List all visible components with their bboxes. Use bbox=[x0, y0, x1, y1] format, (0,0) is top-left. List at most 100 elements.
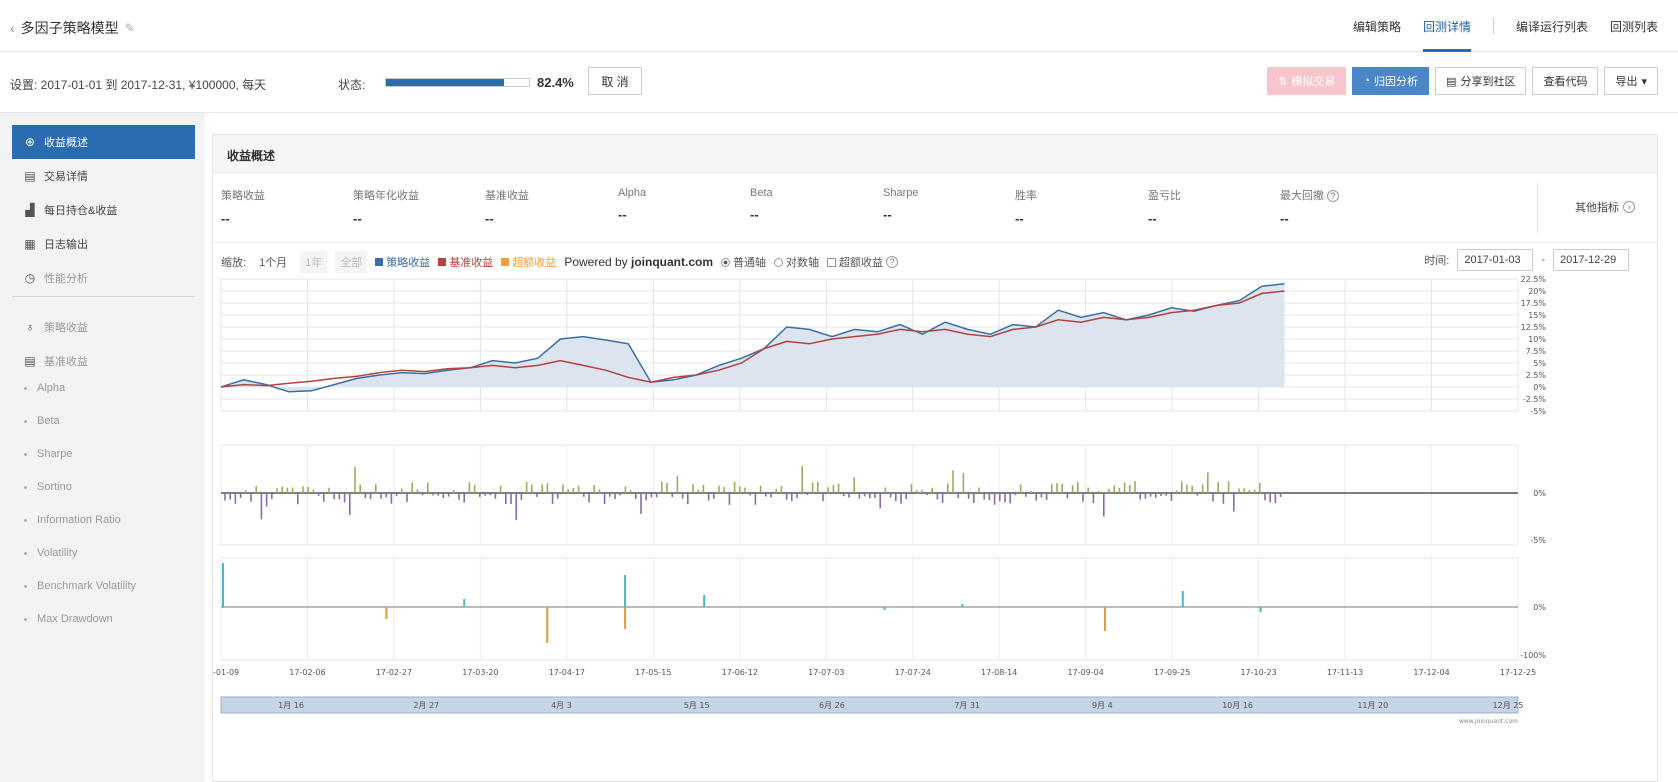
sidebar-metric-max-drawdown[interactable]: Max Drawdown bbox=[24, 613, 113, 625]
stat-value: -- bbox=[750, 207, 759, 222]
view-code-button[interactable]: 查看代码 bbox=[1532, 67, 1599, 95]
nav-backtest-list[interactable]: 回测列表 bbox=[1609, 19, 1658, 34]
sidebar-item-label: 日志输出 bbox=[44, 239, 88, 251]
time-range: 时间: - bbox=[1424, 249, 1629, 271]
legend-swatch bbox=[375, 258, 384, 266]
sidebar-item-returns-overview[interactable]: ⊕ 收益概述 bbox=[12, 125, 195, 159]
stats-row: 策略收益 -- 策略年化收益 -- 基准收益 -- Alpha -- Beta -- Sh… bbox=[213, 173, 1657, 243]
returns-chart: 22.5% 20% 17.5% 15% 12.5% 10% 7.5% 5% 2.5% 0% -2.5… bbox=[213, 275, 1553, 725]
sidebar-item-label: 性能分析 bbox=[44, 273, 88, 285]
date-from-input[interactable] bbox=[1457, 249, 1534, 271]
sidebar-metric-alpha[interactable]: Alpha bbox=[24, 382, 65, 394]
legend-benchmark[interactable]: 基准收益 bbox=[438, 254, 493, 270]
sidebar-metric-volatility[interactable]: Volatility bbox=[24, 547, 77, 559]
date-separator: - bbox=[1541, 254, 1545, 266]
zoom-all[interactable]: 全部 bbox=[335, 251, 368, 273]
y-tick-label: 20% bbox=[1528, 287, 1546, 296]
help-icon[interactable]: ? bbox=[886, 256, 899, 268]
axis-log-option[interactable]: 对数轴 bbox=[774, 254, 819, 270]
stat-label: 策略年化收益 bbox=[353, 190, 419, 202]
sidebar-metric-information-ratio[interactable]: Information Ratio bbox=[24, 514, 121, 526]
sidebar-metric-beta[interactable]: Beta bbox=[24, 415, 60, 427]
share-label: 分享到社区 bbox=[1460, 76, 1516, 88]
attribution-label: 归因分析 bbox=[1374, 76, 1419, 88]
x-tick-label: 17-10-23 bbox=[1240, 668, 1276, 677]
sidebar-item-label: 收益概述 bbox=[44, 137, 88, 149]
y-tick-label: 12.5% bbox=[1521, 323, 1547, 332]
x-tick-label: 17-11-13 bbox=[1327, 668, 1363, 677]
legend-label: 基准收益 bbox=[449, 257, 494, 269]
legend-strategy[interactable]: 策略收益 bbox=[375, 254, 430, 270]
other-metrics-link[interactable]: 其他指标 › bbox=[1537, 183, 1635, 233]
share-icon: ▤ bbox=[1446, 75, 1457, 88]
date-to-input[interactable] bbox=[1553, 249, 1629, 271]
metric-label: Sortino bbox=[37, 481, 72, 493]
sidebar-item-log-output[interactable]: ▦ 日志输出 bbox=[12, 227, 195, 261]
legend-excess[interactable]: 超额收益 bbox=[501, 254, 556, 270]
benchmark-line bbox=[220, 290, 1285, 388]
sidebar-item-trade-details[interactable]: ▤ 交易详情 bbox=[12, 159, 195, 193]
sidebar: ⊕ 收益概述 ▤ 交易详情 ▟ 每日持仓&收益 ▦ 日志输出 ◷ 性能分析 ♁ 策略收益 ▤… bbox=[0, 113, 205, 782]
plus-circle-icon: ⊕ bbox=[24, 135, 36, 149]
x-tick-label: 17-04-17 bbox=[549, 668, 585, 677]
sidebar-metric-sharpe[interactable]: Sharpe bbox=[24, 448, 72, 460]
sidebar-metric-benchmark-volatility[interactable]: Benchmark Volatility bbox=[24, 580, 136, 592]
nav-compile-list[interactable]: 编译运行列表 bbox=[1515, 19, 1588, 34]
x-tick-label: 17-02-06 bbox=[289, 668, 325, 677]
stat-value: -- bbox=[618, 207, 627, 222]
stat-label: Beta bbox=[750, 187, 773, 199]
checkbox-icon bbox=[827, 257, 837, 267]
sidebar-metric-sortino[interactable]: Sortino bbox=[24, 481, 72, 493]
bulb-icon: ♁ bbox=[25, 320, 35, 334]
bullet-icon bbox=[24, 617, 27, 621]
nav-edit-strategy[interactable]: 编辑策略 bbox=[1352, 19, 1401, 34]
status-label: 状态: bbox=[338, 78, 366, 92]
attribution-button[interactable]: ◔ 归因分析 bbox=[1352, 67, 1430, 95]
settings-summary: 设置: 2017-01-01 到 2017-12-31, ¥100000, 每天 bbox=[10, 78, 267, 92]
time-label: 时间: bbox=[1424, 255, 1450, 267]
stat-sharpe: Sharpe -- bbox=[883, 187, 1013, 222]
stat-label: 胜率 bbox=[1015, 190, 1037, 202]
chart-legend-row: 缩放: 1个月 1年 全部 策略收益 基准收益 超额收益 Powered by … bbox=[221, 251, 899, 273]
excess-return-checkbox[interactable]: 超额收益? bbox=[827, 254, 899, 270]
navigator-label: 2月 27 bbox=[413, 701, 439, 710]
y-tick-label: 10% bbox=[1528, 335, 1546, 344]
cancel-button[interactable]: 取 消 bbox=[588, 67, 642, 95]
sidebar-item-performance[interactable]: ◷ 性能分析 bbox=[12, 261, 195, 295]
sidebar-item-strategy-returns[interactable]: ♁ 策略收益 bbox=[12, 310, 195, 344]
progress-bar bbox=[385, 78, 530, 87]
list-icon: ▤ bbox=[24, 354, 36, 368]
radio-icon bbox=[774, 257, 784, 267]
stat-benchmark-return: 基准收益 -- bbox=[485, 187, 615, 226]
zoom-1-month[interactable]: 1个月 bbox=[259, 257, 288, 269]
sidebar-item-benchmark-returns[interactable]: ▤ 基准收益 bbox=[12, 344, 195, 378]
sidebar-item-daily-positions[interactable]: ▟ 每日持仓&收益 bbox=[12, 193, 195, 227]
x-tick-label: 17-03-20 bbox=[462, 668, 498, 677]
nav-backtest-detail[interactable]: 回测详情 bbox=[1422, 0, 1471, 52]
log-icon: ▦ bbox=[24, 237, 36, 251]
axis-normal-option[interactable]: 普通轴 bbox=[721, 254, 766, 270]
x-tick-label: 17-09-04 bbox=[1068, 668, 1104, 677]
edit-icon[interactable]: ✎ bbox=[124, 21, 135, 35]
y-tick-label: 5% bbox=[1533, 359, 1546, 368]
stat-label: Alpha bbox=[618, 187, 647, 199]
navigator-label: 9月 4 bbox=[1092, 701, 1113, 710]
x-tick-label: 17-02-27 bbox=[376, 668, 412, 677]
share-button[interactable]: ▤ 分享到社区 bbox=[1435, 67, 1527, 95]
export-label: 导出 bbox=[1615, 76, 1638, 88]
progress-fill bbox=[386, 79, 504, 86]
divider bbox=[1537, 183, 1538, 233]
stat-label: 基准收益 bbox=[485, 190, 529, 202]
metric-label: Benchmark Volatility bbox=[37, 580, 137, 592]
stat-label: Sharpe bbox=[883, 187, 919, 199]
legend-swatch bbox=[501, 258, 510, 266]
y-axis-label: 累计收益 bbox=[1551, 335, 1553, 371]
sidebar-item-label: 基准收益 bbox=[44, 356, 88, 368]
export-button[interactable]: 导出 ▾ bbox=[1604, 67, 1658, 95]
simulate-trade-button[interactable]: ⇅ 模拟交易 bbox=[1267, 67, 1347, 95]
stat-value: -- bbox=[353, 211, 362, 226]
y-tick-label: 0% bbox=[1533, 489, 1546, 498]
back-link[interactable]: ‹ 多因子策略模型 ✎ bbox=[10, 18, 135, 38]
zoom-1-year[interactable]: 1年 bbox=[300, 251, 328, 273]
help-icon[interactable]: ? bbox=[1327, 190, 1340, 202]
